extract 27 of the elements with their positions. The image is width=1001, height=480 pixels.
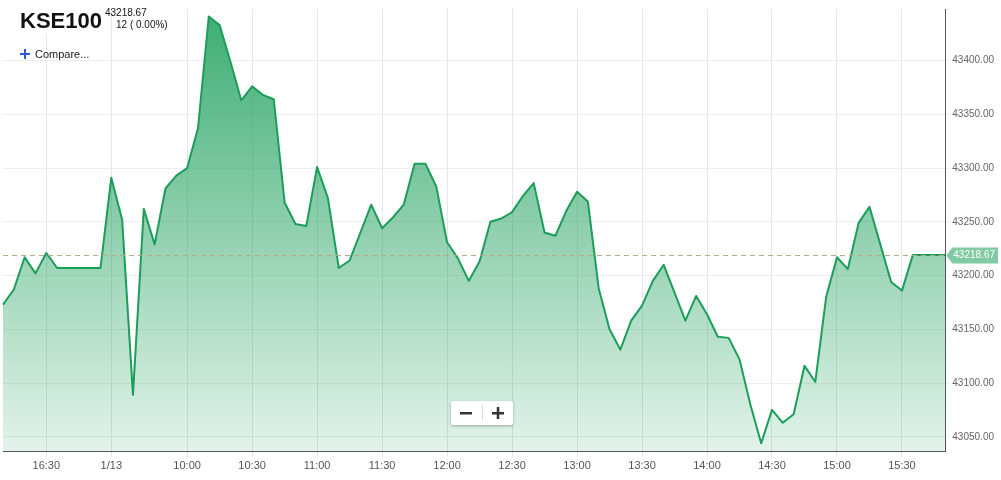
y-tick-label: 43250.00 bbox=[952, 215, 995, 227]
x-tick-label: 14:00 bbox=[693, 459, 721, 472]
y-tick-label: 43200.00 bbox=[952, 269, 995, 281]
x-tick-label: 16:30 bbox=[32, 459, 61, 472]
x-tick-label: 13:00 bbox=[563, 459, 591, 472]
chart-title: KSE100 bbox=[20, 8, 102, 34]
x-tick-label: 12:30 bbox=[498, 459, 526, 472]
ref-line-label: 43218.67 bbox=[953, 249, 996, 261]
y-tick-label: 43350.00 bbox=[952, 108, 995, 120]
x-tick-label: 15:30 bbox=[888, 459, 916, 472]
y-tick-label: 43400.00 bbox=[952, 54, 995, 66]
x-tick-label: 11:00 bbox=[303, 459, 331, 472]
x-tick-label: 14:30 bbox=[758, 459, 786, 472]
x-tick-label: 11:30 bbox=[368, 459, 396, 472]
x-tick-label: 12:00 bbox=[433, 459, 461, 472]
y-tick-label: 43100.00 bbox=[952, 376, 995, 388]
x-tick-label: 10:30 bbox=[238, 459, 266, 472]
annotation: 43218.67 bbox=[105, 7, 147, 18]
y-tick-label: 43300.00 bbox=[952, 161, 995, 173]
y-tick-label: 43150.00 bbox=[952, 323, 995, 335]
y-tick-label: 43050.00 bbox=[952, 430, 995, 442]
x-tick-label: 13:30 bbox=[628, 459, 656, 472]
annotation: Compare... bbox=[35, 48, 90, 60]
annotation: 12 ( 0.00%) bbox=[116, 19, 168, 30]
x-tick-label: 15:00 bbox=[823, 459, 851, 472]
x-tick-label: 10:00 bbox=[173, 459, 201, 472]
x-tick-label: 1/13 bbox=[100, 459, 123, 472]
